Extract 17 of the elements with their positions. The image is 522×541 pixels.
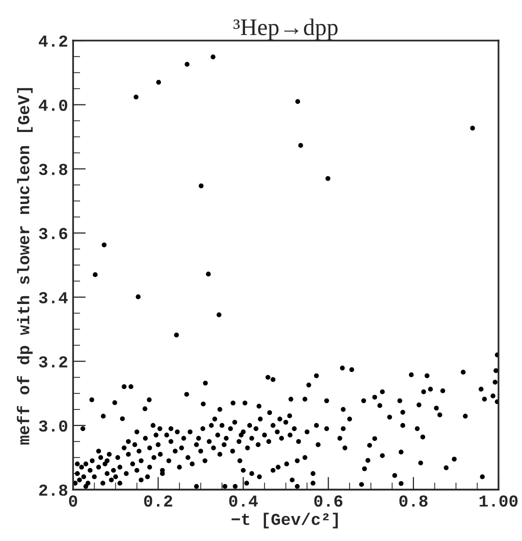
- y-tick-label: 3.8: [38, 164, 68, 176]
- chart-title: ³Hep→dpp: [234, 18, 338, 40]
- y-axis-title: meff of dp with slower nucleon [GeV]: [16, 88, 33, 445]
- y-tick-label: 3.4: [38, 292, 68, 304]
- x-tick-label: 0.6: [314, 495, 342, 507]
- x-tick-label: 0.8: [399, 495, 428, 507]
- x-tick-label: 0.4: [229, 495, 258, 507]
- y-tick-label: 4.0: [38, 100, 68, 111]
- x-tick-label: 0: [69, 495, 78, 507]
- x-axis-title: −t [Gev/c²]: [232, 512, 338, 528]
- y-tick-label: 4.2: [38, 35, 68, 47]
- x-tick-label: 0.2: [144, 495, 172, 507]
- x-tick-label: 1.00: [480, 495, 518, 507]
- y-tick-label: 3.2: [38, 356, 68, 368]
- y-tick-label: 3.0: [38, 420, 68, 432]
- y-tick-label: 3.6: [38, 228, 68, 240]
- y-tick-label: 2.8: [39, 484, 68, 496]
